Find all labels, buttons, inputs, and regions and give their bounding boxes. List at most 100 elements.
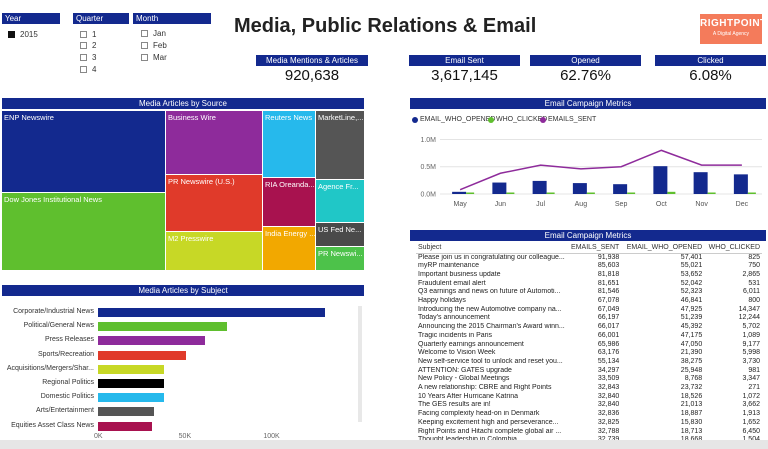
table-row[interactable]: Please join us in congratulating our col… xyxy=(416,253,762,262)
table-row[interactable]: The GES results are in! 32,840 21,013 3,662 xyxy=(416,401,762,410)
treemap-tile[interactable]: MarketLine,... xyxy=(316,111,364,179)
opened-bar[interactable] xyxy=(653,166,668,194)
table-cell: 18,887 xyxy=(680,410,703,418)
opened-bar[interactable] xyxy=(452,191,467,194)
y-tick-label: 0.0M xyxy=(420,192,436,199)
opened-bar[interactable] xyxy=(733,174,748,194)
clicked-bar[interactable] xyxy=(747,192,756,195)
month-option[interactable]: Jan xyxy=(141,29,166,38)
checkbox-icon[interactable] xyxy=(141,54,148,61)
quarter-option[interactable]: 2 xyxy=(80,41,96,50)
table-row[interactable]: Today's announcement 66,197 51,239 12,244 xyxy=(416,314,762,323)
subject-bar[interactable] xyxy=(98,393,165,403)
emails-sent-line[interactable] xyxy=(459,149,742,191)
table-row[interactable]: Happy holidays 67,078 46,841 800 xyxy=(416,297,762,306)
table-row[interactable]: Quarterly earnings announcement 65,986 47,… xyxy=(416,341,762,350)
bar-category-label: Arts/Entertainment xyxy=(36,407,94,415)
checkbox-icon[interactable] xyxy=(141,30,148,37)
column-header[interactable]: EMAIL_WHO_OPENED xyxy=(621,242,705,254)
table-cell: 6,011 xyxy=(743,288,760,296)
column-header[interactable]: Subject xyxy=(416,242,567,254)
table-cell: 800 xyxy=(748,297,760,305)
chart-scrollbar[interactable] xyxy=(358,306,362,422)
table-cell: 32,843 xyxy=(597,384,620,392)
clicked-bar[interactable] xyxy=(586,192,595,195)
checkbox-checked-icon[interactable] xyxy=(8,31,15,38)
table-row[interactable]: Keeping excitement high and perseverance… xyxy=(416,419,762,428)
table-row[interactable]: Fraudulent email alert 81,651 52,042 531 xyxy=(416,280,762,289)
subject-bar[interactable] xyxy=(98,308,325,317)
opened-bar[interactable] xyxy=(613,184,628,194)
treemap-tile[interactable]: Agence Fr... xyxy=(316,180,364,222)
opened-bar[interactable] xyxy=(532,180,547,194)
subject-bar[interactable] xyxy=(98,336,205,346)
table-row[interactable]: A new relationship: CBRE and Right Point… xyxy=(416,384,762,393)
quarter-option[interactable]: 4 xyxy=(80,65,96,74)
table-row[interactable]: ATTENTION: GATES upgrade 34,297 25,948 981 xyxy=(416,367,762,376)
checkbox-icon[interactable] xyxy=(80,42,87,49)
treemap-tile[interactable]: Dow Jones Institutional News xyxy=(2,193,165,270)
treemap-tile[interactable]: PR Newswire (U.S.) xyxy=(166,175,262,231)
treemap-tile[interactable]: ENP Newswire xyxy=(2,111,165,192)
clicked-bar[interactable] xyxy=(506,192,515,195)
treemap-tile[interactable]: M2 Presswire xyxy=(166,232,262,270)
quarter-option[interactable]: 1 xyxy=(80,30,96,39)
treemap-tile[interactable]: Reuters News xyxy=(263,111,315,177)
table-row[interactable]: Thought leadership in Colombia 32,739 18,6… xyxy=(416,436,762,440)
subject-bar[interactable] xyxy=(98,322,227,332)
treemap-tile[interactable]: Business Wire xyxy=(166,111,262,174)
table-row[interactable]: Announcing the 2015 Chairman's Award win… xyxy=(416,323,762,332)
table-row[interactable]: Right Points and Hitachi complete global… xyxy=(416,428,762,437)
email-table-header: Email Campaign Metrics xyxy=(410,230,766,241)
legend-item[interactable]: EMAILS_SENT xyxy=(540,116,596,123)
treemap-tile[interactable]: RIA Oreanda... xyxy=(263,178,315,226)
column-header[interactable]: WHO_CLICKED xyxy=(704,242,762,254)
clicked-bar[interactable] xyxy=(546,192,555,195)
table-row[interactable]: Q3 earnings and news on future of Automo… xyxy=(416,288,762,297)
table-row[interactable]: Tragic incidents in Paris 66,001 47,175 1,0… xyxy=(416,332,762,341)
checkbox-icon[interactable] xyxy=(80,54,87,61)
table-row[interactable]: Facing complexity head-on in Denmark 32,8… xyxy=(416,410,762,419)
column-header[interactable]: EMAILS_SENT xyxy=(566,242,622,254)
table-row[interactable]: Welcome to Vision Week 63,176 21,390 5,998 xyxy=(416,349,762,358)
bottom-scrollbar[interactable] xyxy=(0,440,768,449)
quarter-option[interactable]: 3 xyxy=(80,53,96,62)
email-table-container[interactable]: Subject EMAILS_SENT EMAIL_WHO_OPENED WHO… xyxy=(416,242,762,440)
checkbox-icon[interactable] xyxy=(141,42,148,49)
treemap-tile-label: Reuters News xyxy=(265,113,313,122)
subject-bar[interactable] xyxy=(98,421,153,431)
treemap-tile[interactable]: India Energy ... xyxy=(263,227,315,270)
table-row[interactable]: New self-service tool to unlock and rese… xyxy=(416,358,762,367)
month-option[interactable]: Mar xyxy=(141,53,167,62)
month-option[interactable]: Feb xyxy=(141,41,167,50)
checkbox-icon[interactable] xyxy=(80,31,87,38)
table-row[interactable]: New Policy - Global Meetings 33,509 8,768 3… xyxy=(416,375,762,384)
treemap-tile[interactable]: US Fed Ne... xyxy=(316,223,364,246)
clicked-bar[interactable] xyxy=(667,191,676,194)
opened-bar[interactable] xyxy=(693,172,708,194)
subject-bar[interactable] xyxy=(98,407,154,417)
table-cell: 2,865 xyxy=(742,270,760,278)
table-row[interactable]: Introducing the new Automotive company n… xyxy=(416,306,762,315)
subject-bar[interactable] xyxy=(98,364,165,374)
treemap-tile-label: RIA Oreanda... xyxy=(265,180,315,189)
subject-bar[interactable] xyxy=(98,379,165,388)
legend-item[interactable]: WHO_CLICKED xyxy=(488,116,547,123)
table-row[interactable]: Important business update 81,818 53,652 2,8… xyxy=(416,271,762,280)
clicked-bar[interactable] xyxy=(627,192,636,195)
kpi-opened-label: Opened xyxy=(530,55,641,66)
clicked-bar[interactable] xyxy=(707,192,716,195)
table-cell: 46,841 xyxy=(680,297,703,305)
checkbox-icon[interactable] xyxy=(80,66,87,73)
clicked-bar[interactable] xyxy=(466,192,475,195)
table-cell: 32,788 xyxy=(597,427,620,435)
legend-item[interactable]: EMAIL_WHO_OPENED xyxy=(412,116,495,123)
table-row[interactable]: myRP maintenance 85,603 55,021 750 xyxy=(416,262,762,271)
email-table: Subject EMAILS_SENT EMAIL_WHO_OPENED WHO… xyxy=(416,242,762,440)
year-option[interactable]: 2015 xyxy=(8,30,38,39)
opened-bar[interactable] xyxy=(572,183,587,194)
opened-bar[interactable] xyxy=(492,182,507,194)
subject-bar[interactable] xyxy=(98,350,187,360)
treemap-tile[interactable]: PR Newswi... xyxy=(316,247,364,270)
table-row[interactable]: 10 Years After Hurricane Katrina 32,840 18… xyxy=(416,393,762,402)
